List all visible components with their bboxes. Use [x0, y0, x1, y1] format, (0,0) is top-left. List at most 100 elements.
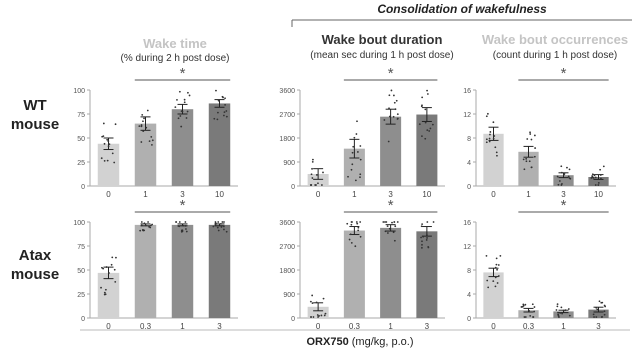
data-point	[495, 263, 498, 266]
data-point	[524, 303, 527, 306]
bar	[343, 230, 365, 318]
data-point	[107, 145, 110, 148]
data-point	[355, 221, 358, 223]
y-tick-label: 100	[73, 88, 85, 95]
data-point	[351, 151, 354, 154]
x-tick-label: 3	[217, 322, 222, 331]
data-point	[496, 268, 498, 271]
data-point	[420, 246, 423, 249]
data-point	[219, 222, 222, 225]
data-point	[562, 309, 565, 312]
x-tick-label: 0	[491, 190, 496, 199]
x-tick-label: 0	[106, 190, 111, 199]
data-point	[139, 229, 142, 232]
y-tick-label: 900	[283, 160, 295, 167]
data-point	[556, 303, 559, 306]
data-point	[557, 314, 560, 317]
data-point	[494, 276, 497, 279]
data-point	[426, 89, 428, 92]
data-point	[140, 125, 143, 128]
data-point	[496, 154, 498, 157]
header-wake-time-title: Wake time	[143, 36, 207, 51]
y-tick-label: 75	[77, 112, 85, 119]
bar	[518, 310, 539, 318]
x-tick-label: 3	[388, 190, 393, 199]
data-point	[222, 225, 225, 228]
data-point	[322, 297, 325, 300]
data-point	[523, 168, 526, 171]
data-point	[522, 158, 525, 161]
data-point	[421, 243, 423, 246]
y-tick-label: 50	[77, 136, 85, 143]
data-point	[314, 184, 317, 186]
y-tick-label: 3600	[279, 88, 295, 95]
data-point	[103, 159, 106, 162]
data-point	[598, 300, 601, 303]
data-point	[185, 230, 188, 233]
bar	[208, 224, 231, 318]
x-tick-label: 3	[596, 322, 601, 331]
data-point	[593, 316, 595, 318]
data-point	[599, 168, 602, 171]
data-point	[560, 165, 563, 168]
data-point	[217, 111, 219, 114]
data-point	[529, 314, 532, 317]
data-point	[396, 221, 399, 223]
row-label-wt-line2: mouse	[10, 116, 60, 133]
data-point	[151, 144, 153, 146]
y-tick-label: 3600	[279, 220, 295, 227]
data-point	[221, 221, 224, 223]
data-point	[318, 314, 320, 317]
data-point	[495, 151, 498, 154]
data-point	[183, 101, 186, 104]
data-point	[223, 228, 225, 231]
data-point	[533, 134, 536, 137]
data-point	[225, 110, 228, 112]
data-point	[311, 294, 314, 297]
significance-marker: *	[180, 65, 186, 82]
data-point	[111, 256, 114, 259]
data-point	[143, 229, 146, 232]
y-tick-label: 0	[81, 184, 85, 191]
data-point	[533, 310, 536, 313]
data-point	[561, 312, 564, 315]
data-point	[386, 232, 389, 234]
data-point	[224, 103, 226, 106]
data-point	[355, 133, 358, 135]
data-point	[349, 233, 352, 236]
data-point	[113, 268, 116, 271]
data-point	[359, 221, 362, 223]
data-point	[351, 163, 354, 166]
data-point	[524, 316, 527, 318]
bar	[380, 116, 402, 186]
data-point	[559, 312, 562, 314]
data-point	[388, 107, 390, 110]
data-point	[600, 177, 602, 180]
bar	[588, 177, 609, 186]
data-point	[106, 159, 109, 162]
data-point	[106, 138, 109, 141]
data-point	[186, 110, 189, 113]
data-point	[426, 93, 429, 95]
x-tick-label: 10	[422, 190, 431, 199]
data-point	[492, 280, 495, 283]
data-point	[424, 121, 427, 124]
data-point	[421, 135, 423, 138]
bar	[483, 133, 504, 186]
data-point	[525, 160, 528, 163]
data-point	[103, 142, 106, 145]
y-tick-label: 4	[467, 292, 471, 299]
data-point	[431, 123, 434, 126]
row-label-wt-line1: WT	[23, 97, 47, 114]
data-point	[180, 125, 183, 128]
data-point	[422, 235, 425, 238]
data-point	[558, 180, 561, 182]
y-tick-label: 25	[77, 292, 85, 299]
data-point	[350, 168, 353, 171]
data-point	[382, 221, 385, 223]
x-tick-label: 10	[215, 190, 224, 199]
data-point	[221, 95, 224, 98]
x-tick-label: 0.3	[140, 322, 152, 331]
data-point	[218, 99, 220, 102]
x-axis-label-units: (mg/kg, p.o.)	[348, 336, 414, 348]
